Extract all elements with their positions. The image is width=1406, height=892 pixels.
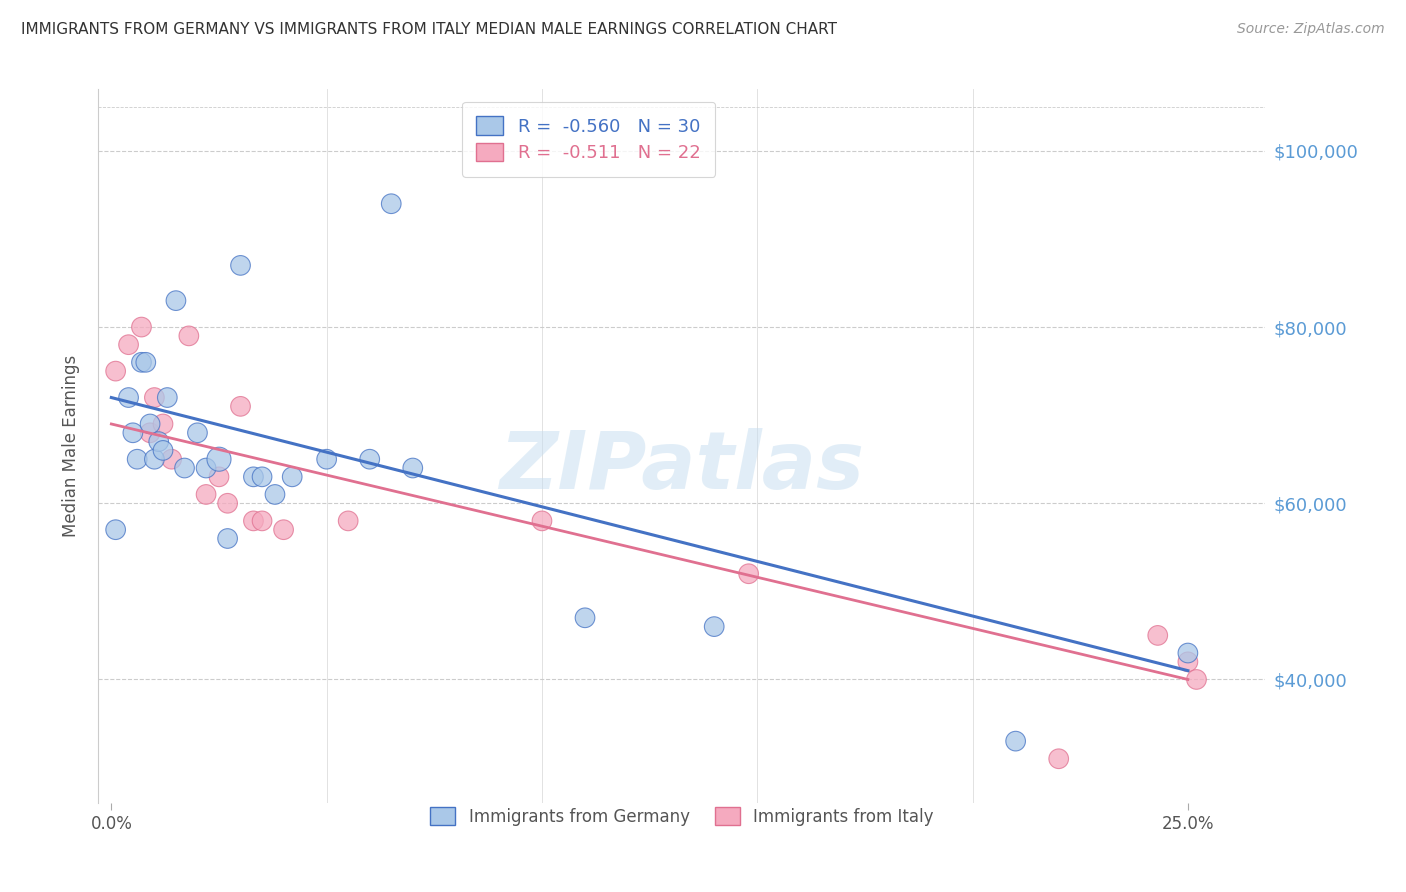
Point [315,452,337,467]
Point [337,514,360,528]
Point [143,391,166,405]
Point [1177,646,1199,660]
Point [104,364,127,378]
Point [131,355,153,369]
Point [402,461,425,475]
Point [117,337,139,351]
Point [574,611,596,625]
Point [117,391,139,405]
Point [530,514,553,528]
Legend: Immigrants from Germany, Immigrants from Italy: Immigrants from Germany, Immigrants from… [419,796,945,838]
Point [250,514,273,528]
Point [217,496,239,510]
Point [264,487,287,501]
Point [152,443,174,458]
Point [737,566,759,581]
Point [273,523,295,537]
Point [186,425,208,440]
Point [156,391,179,405]
Point [104,523,127,537]
Point [281,470,304,484]
Point [359,452,381,467]
Point [208,470,231,484]
Point [160,452,183,467]
Point [229,400,252,414]
Point [1177,655,1199,669]
Point [152,417,174,431]
Point [148,434,170,449]
Point [173,461,195,475]
Y-axis label: Median Male Earnings: Median Male Earnings [62,355,80,537]
Point [127,452,149,467]
Point [242,470,264,484]
Point [165,293,187,308]
Point [177,329,200,343]
Point [380,196,402,211]
Text: Source: ZipAtlas.com: Source: ZipAtlas.com [1237,22,1385,37]
Point [195,461,218,475]
Point [122,425,145,440]
Point [1146,628,1168,642]
Point [250,470,273,484]
Point [195,487,218,501]
Point [1185,673,1208,687]
Point [143,452,166,467]
Point [703,619,725,633]
Point [139,425,162,440]
Point [217,532,239,546]
Point [208,452,231,467]
Point [242,514,264,528]
Point [139,417,162,431]
Text: IMMIGRANTS FROM GERMANY VS IMMIGRANTS FROM ITALY MEDIAN MALE EARNINGS CORRELATIO: IMMIGRANTS FROM GERMANY VS IMMIGRANTS FR… [21,22,837,37]
Point [229,259,252,273]
Point [1047,752,1070,766]
Point [135,355,157,369]
Point [1004,734,1026,748]
Text: ZIPatlas: ZIPatlas [499,428,865,507]
Point [131,320,153,334]
